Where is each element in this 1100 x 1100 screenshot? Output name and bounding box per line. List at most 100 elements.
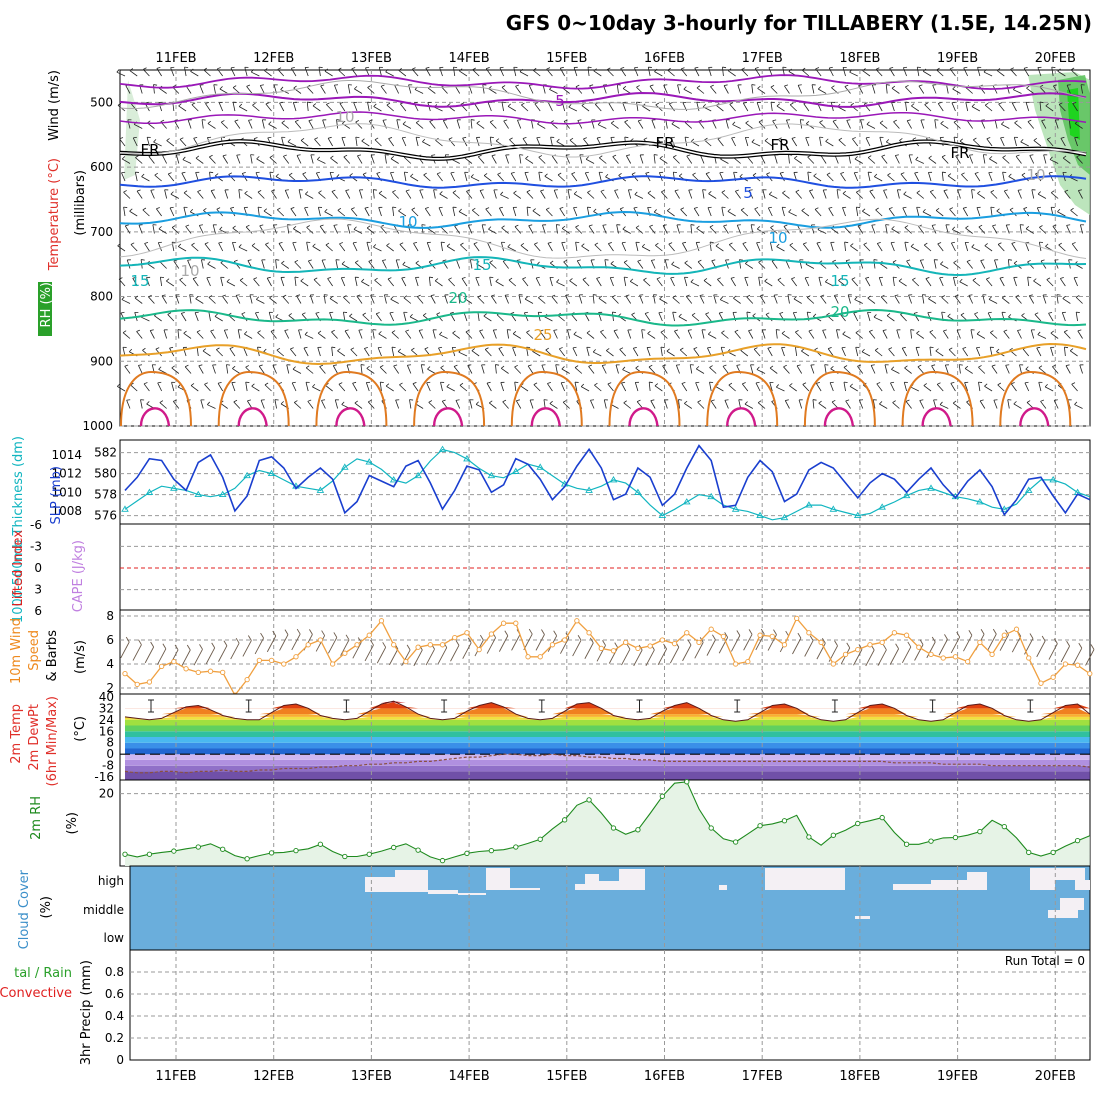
wind-barb bbox=[704, 137, 712, 147]
wind-barb bbox=[207, 120, 216, 129]
lifted-index-tick-label: -6 bbox=[30, 518, 42, 532]
barb-flag bbox=[410, 173, 414, 177]
wind-barb bbox=[770, 85, 778, 94]
wind-barb bbox=[234, 119, 241, 129]
barb-flag bbox=[741, 67, 745, 70]
barb-shaft bbox=[385, 71, 394, 77]
barb-flag bbox=[886, 139, 890, 143]
barb-flag bbox=[752, 172, 757, 176]
wind-barb bbox=[809, 189, 815, 199]
barb-shaft bbox=[1064, 191, 1071, 199]
barb-flag bbox=[782, 190, 786, 194]
barb-shaft bbox=[751, 84, 754, 94]
barb-shaft bbox=[1054, 119, 1059, 129]
barb-flag bbox=[762, 189, 767, 191]
barb-shaft bbox=[1003, 190, 1010, 199]
barb-shaft bbox=[159, 88, 167, 94]
barb-shaft bbox=[1041, 120, 1047, 129]
wind-barb bbox=[947, 173, 956, 182]
barb-shaft bbox=[234, 120, 241, 129]
wind-barb bbox=[452, 190, 460, 199]
barb-flag bbox=[119, 137, 124, 140]
wind-barb bbox=[587, 190, 595, 199]
barb-shaft bbox=[622, 88, 631, 94]
wind-barb bbox=[458, 208, 468, 217]
wind-barb bbox=[331, 189, 338, 199]
barb-shaft bbox=[815, 68, 822, 77]
date-label-top: 16FEB bbox=[644, 51, 685, 66]
barb-flag bbox=[320, 84, 325, 87]
wind-barb bbox=[770, 101, 775, 112]
barb-shaft bbox=[955, 155, 961, 164]
wind-barb bbox=[507, 103, 517, 112]
barb-flag bbox=[519, 154, 524, 156]
wind-barb bbox=[584, 171, 590, 182]
barb-shaft bbox=[292, 102, 297, 112]
wind-barb bbox=[732, 121, 741, 129]
barb-flag bbox=[897, 189, 902, 191]
barb-flag bbox=[905, 101, 910, 104]
barb-shaft bbox=[971, 189, 974, 199]
barb-flag bbox=[899, 138, 903, 141]
barb-flag bbox=[928, 171, 933, 173]
wind-barb bbox=[627, 189, 633, 199]
wind-barb bbox=[735, 189, 741, 199]
barb-flag bbox=[784, 84, 789, 87]
wind-barb bbox=[744, 136, 749, 147]
barb-flag bbox=[694, 66, 699, 69]
barb-flag bbox=[560, 66, 564, 69]
barb-flag bbox=[977, 66, 982, 68]
barb-shaft bbox=[142, 209, 150, 217]
barb-flag bbox=[886, 84, 890, 86]
barb-shaft bbox=[795, 191, 802, 199]
wind-barb bbox=[883, 189, 888, 199]
wind-barb bbox=[858, 84, 864, 94]
barb-shaft bbox=[916, 67, 920, 77]
barb-flag bbox=[250, 69, 254, 73]
barb-shaft bbox=[450, 172, 456, 182]
barb-flag bbox=[287, 138, 291, 143]
barb-shaft bbox=[1046, 138, 1054, 147]
barb-flag bbox=[657, 137, 662, 139]
barb-flag bbox=[755, 67, 759, 69]
barb-shaft bbox=[896, 189, 900, 199]
barb-shaft bbox=[842, 67, 846, 77]
barb-flag bbox=[431, 154, 436, 156]
barb-flag bbox=[378, 190, 383, 194]
wind-barb bbox=[201, 119, 206, 129]
wind-barb bbox=[411, 207, 419, 217]
barb-flag bbox=[559, 207, 564, 209]
barb-flag bbox=[817, 86, 822, 90]
barb-flag bbox=[164, 189, 169, 191]
barb-flag bbox=[466, 189, 470, 192]
barb-shaft bbox=[224, 189, 229, 199]
barb-shaft bbox=[820, 155, 827, 164]
cape-axis-label: CAPE (J/kg) bbox=[71, 540, 86, 612]
barb-shaft bbox=[667, 210, 675, 217]
barb-shaft bbox=[612, 156, 619, 164]
wind-barb bbox=[684, 136, 689, 147]
wind-barb bbox=[503, 119, 509, 129]
wind-barb bbox=[891, 85, 900, 94]
wind-barb bbox=[195, 155, 204, 164]
barb-shaft bbox=[636, 102, 639, 112]
wind-barb bbox=[614, 189, 619, 199]
barb-shaft bbox=[507, 106, 517, 112]
barb-flag bbox=[169, 206, 174, 209]
barb-flag bbox=[166, 138, 170, 141]
wind-barb bbox=[825, 138, 834, 147]
barb-flag bbox=[501, 85, 506, 88]
barb-flag bbox=[653, 154, 658, 156]
barb-flag bbox=[1060, 136, 1065, 139]
barb-flag bbox=[680, 67, 685, 70]
barb-shaft bbox=[1017, 190, 1022, 199]
barb-shaft bbox=[855, 191, 864, 199]
barb-flag bbox=[505, 154, 510, 156]
barb-shaft bbox=[256, 158, 265, 164]
barb-flag bbox=[943, 189, 948, 192]
barb-shaft bbox=[686, 155, 693, 164]
barb-flag bbox=[951, 101, 956, 104]
wind-barb bbox=[236, 154, 241, 164]
barb-flag bbox=[183, 206, 188, 208]
barb-shaft bbox=[716, 105, 724, 112]
